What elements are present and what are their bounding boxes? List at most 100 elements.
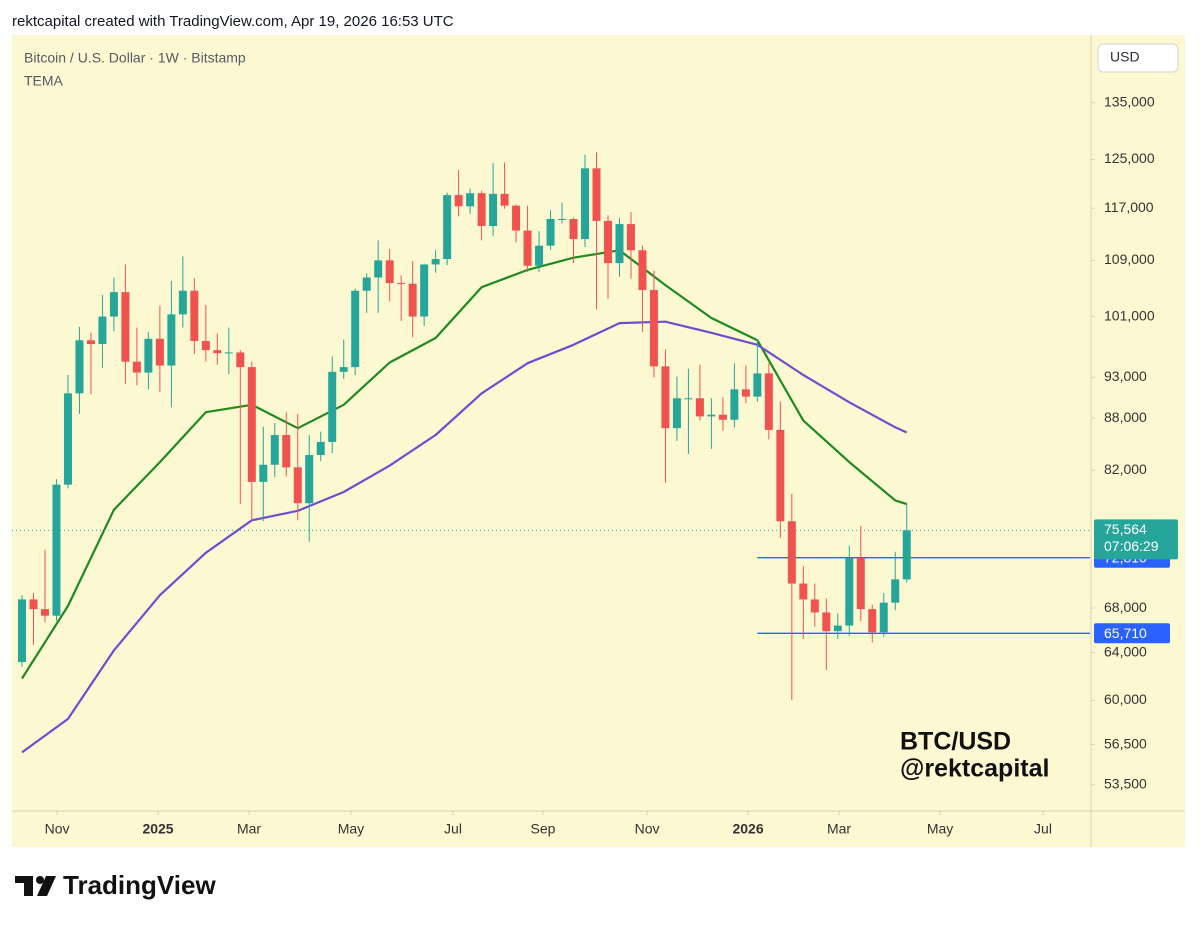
candle-body	[420, 264, 429, 317]
candle-body	[431, 259, 440, 265]
indicator-label: TEMA	[24, 73, 64, 89]
candle-body	[845, 557, 854, 626]
candle-body	[822, 612, 831, 632]
candle-body	[787, 521, 796, 584]
candle-body	[293, 467, 302, 504]
candle-body	[29, 599, 38, 610]
y-tick-label: 88,000	[1104, 409, 1147, 425]
candle-body	[454, 195, 463, 207]
candle-body	[891, 579, 900, 603]
candle-body	[236, 352, 245, 368]
watermark-text: @rektcapital	[900, 755, 1049, 783]
candle-body	[512, 205, 521, 231]
chart-background	[12, 35, 1185, 847]
x-tick-label: Jul	[1034, 821, 1052, 837]
candle-body	[17, 599, 26, 663]
tema-line	[21, 249, 908, 680]
footer-logo-text: TradingView	[63, 870, 216, 900]
x-tick-label: Nov	[635, 821, 660, 837]
candle-body	[443, 195, 452, 260]
candle-body	[270, 435, 279, 465]
candle-body	[408, 283, 417, 317]
y-tick-label: 109,000	[1104, 251, 1155, 267]
candle-body	[155, 338, 164, 366]
candle-body	[856, 557, 865, 610]
y-tick-label: 56,500	[1104, 735, 1147, 751]
x-tick-label: Nov	[45, 821, 70, 837]
candle-body	[810, 599, 819, 613]
candle-body	[86, 340, 95, 345]
y-tick-label: 125,000	[1104, 150, 1155, 166]
candle-body	[224, 352, 233, 354]
candle-body	[178, 290, 187, 315]
candle-body	[305, 454, 314, 504]
x-tick-label: Mar	[827, 821, 851, 837]
candle-body	[615, 224, 624, 264]
y-tick-label: 68,000	[1104, 599, 1147, 615]
candle-body	[626, 224, 635, 251]
candle-body	[63, 393, 72, 485]
plot-area	[12, 152, 1090, 754]
candle-body	[98, 316, 107, 345]
candle-body	[764, 373, 773, 430]
candle-body	[741, 389, 750, 397]
y-tick-label: 82,000	[1104, 461, 1147, 477]
candle-body	[374, 260, 383, 278]
level-price-label: 65,710	[1104, 625, 1147, 641]
x-tick-label: Jul	[444, 821, 462, 837]
candle-body	[213, 350, 222, 354]
x-tick-label: May	[338, 821, 364, 837]
x-tick-label: 2025	[142, 821, 173, 837]
candle-body	[167, 314, 176, 366]
candle-body	[52, 484, 61, 616]
candle-body	[558, 218, 567, 220]
x-tick-label: May	[927, 821, 953, 837]
currency-button[interactable]	[1097, 43, 1179, 73]
level-price-box	[1094, 623, 1170, 644]
y-tick-label: 101,000	[1104, 307, 1155, 323]
candle-body	[868, 609, 877, 633]
candle-body	[282, 435, 291, 468]
chart-title: Bitcoin / U.S. Dollar · 1W · Bitstamp	[24, 50, 246, 66]
last-price-box	[1094, 519, 1178, 560]
header-text: rektcapital created with TradingView.com…	[12, 13, 454, 30]
candle-body	[718, 414, 727, 420]
candle-body	[362, 277, 371, 291]
candle-body	[879, 602, 888, 633]
candle-body	[638, 250, 647, 291]
candle-body	[144, 338, 153, 373]
candle-body	[75, 340, 84, 394]
y-tick-label: 117,000	[1104, 199, 1154, 215]
candle-body	[649, 290, 658, 367]
candle-body	[40, 609, 49, 616]
y-tick-label: 93,000	[1104, 368, 1147, 384]
countdown-label: 07:06:29	[1104, 538, 1159, 554]
y-tick-label: 64,000	[1104, 643, 1147, 659]
candle-body	[385, 260, 394, 284]
candle-body	[339, 367, 348, 372]
currency-label: USD	[1110, 49, 1140, 65]
candle-body	[351, 290, 360, 368]
candle-body	[500, 193, 509, 206]
candle-body	[109, 292, 118, 317]
candle-body	[489, 193, 498, 227]
candle-body	[132, 361, 141, 373]
candle-body	[581, 168, 590, 240]
candle-body	[328, 371, 337, 442]
x-tick-label: Mar	[237, 821, 261, 837]
candle-body	[730, 389, 739, 420]
candle-body	[397, 283, 406, 285]
candle-body	[902, 530, 911, 580]
candle-body	[776, 429, 785, 522]
candle-body	[833, 625, 842, 632]
candle-body	[672, 398, 681, 429]
axes: 135,000 125,000 117,000 109,000 101,000 93,00…	[45, 93, 1178, 837]
y-tick-label: 60,000	[1104, 691, 1147, 707]
candle-body	[121, 292, 130, 362]
candle-body	[466, 193, 475, 207]
candle-body	[684, 398, 693, 400]
candle-body	[603, 220, 612, 264]
candle-body	[592, 168, 601, 221]
candle-body	[661, 366, 670, 429]
candle-body	[546, 218, 555, 246]
